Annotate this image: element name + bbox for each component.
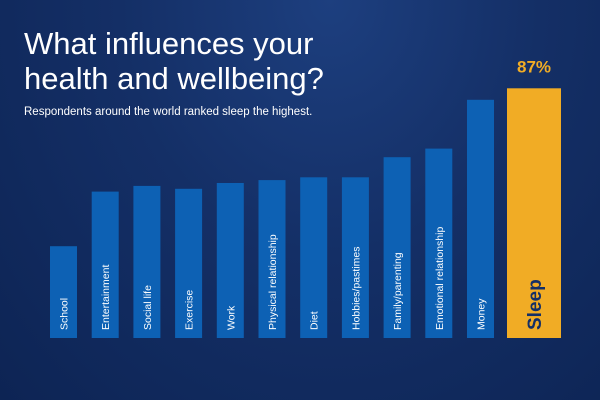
bar-sleep bbox=[507, 88, 561, 338]
category-label-family-parenting: Family/parenting bbox=[392, 252, 404, 330]
category-label-emotional-relationship: Emotional relationship bbox=[434, 227, 446, 330]
value-label-sleep: 87% bbox=[517, 57, 551, 76]
category-label-sleep: Sleep bbox=[525, 279, 546, 330]
category-label-exercise: Exercise bbox=[184, 290, 196, 330]
chart-title: What influences your health and wellbein… bbox=[24, 26, 324, 96]
category-label-work: Work bbox=[225, 305, 237, 330]
bar-social-life bbox=[133, 185, 161, 338]
bar-emotional-relationship bbox=[425, 148, 453, 338]
category-label-entertainment: Entertainment bbox=[100, 265, 112, 330]
bar-work bbox=[216, 183, 244, 338]
category-label-money: Money bbox=[476, 298, 488, 330]
category-label-school: School bbox=[59, 298, 71, 330]
bar-exercise bbox=[175, 188, 203, 338]
chart-subtitle: Respondents around the world ranked slee… bbox=[24, 106, 313, 118]
bar-physical-relationship bbox=[258, 180, 286, 338]
category-label-hobbies-pastimes: Hobbies/pastimes bbox=[350, 247, 362, 330]
bar-hobbies-pastimes bbox=[341, 177, 369, 338]
category-label-social-life: Social life bbox=[142, 285, 154, 330]
bar-family-parenting bbox=[383, 157, 411, 338]
bar-school bbox=[50, 246, 77, 338]
category-label-physical-relationship: Physical relationship bbox=[267, 234, 279, 330]
bar-entertainment bbox=[91, 191, 119, 338]
bar-diet bbox=[300, 177, 328, 338]
category-label-diet: Diet bbox=[309, 311, 321, 330]
bar-money bbox=[467, 99, 494, 338]
